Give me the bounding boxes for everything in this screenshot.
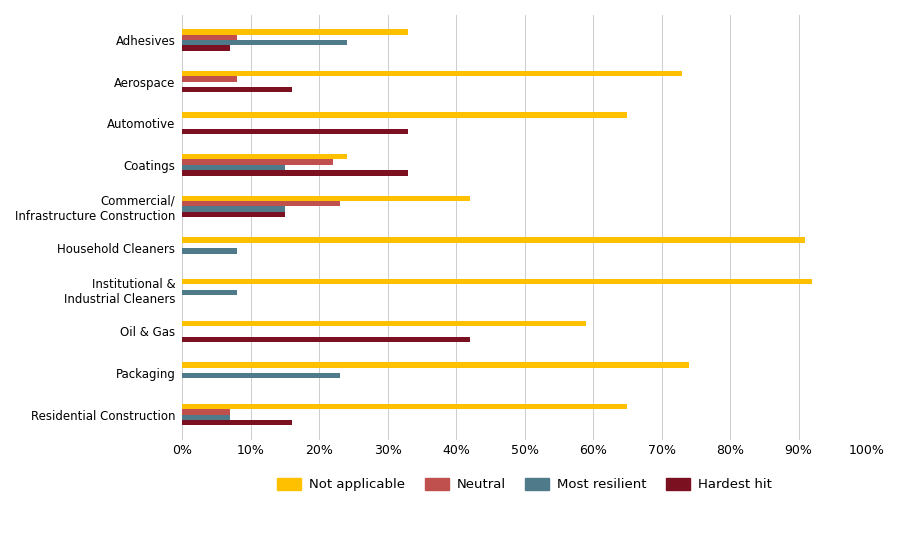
Bar <box>183 212 285 217</box>
Bar <box>183 279 813 284</box>
Bar <box>183 420 292 425</box>
Bar <box>183 40 346 46</box>
Bar <box>183 404 627 409</box>
Legend: Not applicable, Neutral, Most resilient, Hardest hit: Not applicable, Neutral, Most resilient,… <box>272 472 778 497</box>
Bar <box>183 409 230 415</box>
Bar <box>183 248 237 254</box>
Bar <box>183 362 689 367</box>
Bar <box>183 206 285 212</box>
Bar <box>183 35 237 40</box>
Bar <box>183 196 470 201</box>
Bar <box>183 76 237 81</box>
Bar <box>183 112 627 118</box>
Bar <box>183 165 285 170</box>
Bar <box>183 290 237 295</box>
Bar <box>183 129 409 134</box>
Bar <box>183 237 806 243</box>
Bar <box>183 160 333 165</box>
Bar <box>183 46 230 51</box>
Bar <box>183 170 409 175</box>
Bar <box>183 29 409 35</box>
Bar <box>183 373 340 378</box>
Bar <box>183 321 586 326</box>
Bar <box>183 71 682 76</box>
Bar <box>183 154 346 160</box>
Bar <box>183 415 230 420</box>
Bar <box>183 201 340 206</box>
Bar <box>183 87 292 92</box>
Bar <box>183 337 470 342</box>
